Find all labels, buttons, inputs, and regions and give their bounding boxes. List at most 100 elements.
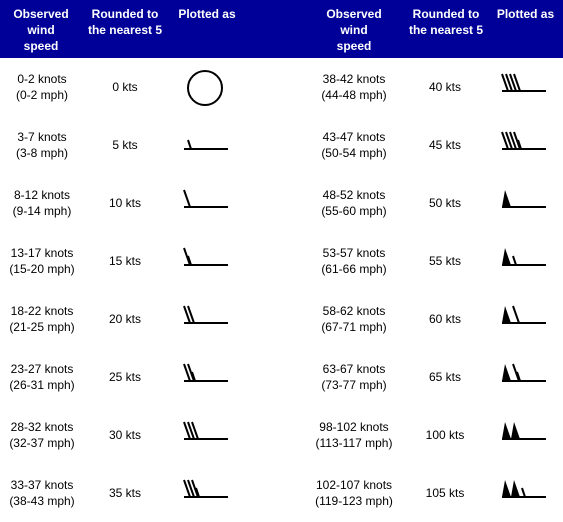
barb-full: [509, 131, 517, 150]
table-row: 3-7 knots (3-8 mph) 5 kts: [0, 116, 563, 174]
barb-full: [187, 479, 195, 498]
barb-pennant: [502, 422, 511, 439]
barb-pennant: [502, 306, 511, 323]
barb-full: [187, 363, 195, 382]
observed-speed-cell: 0-2 knots (0-2 mph): [15, 72, 68, 102]
observed-speed-cell: 43-47 knots (50-54 mph): [321, 130, 387, 160]
barb-full: [501, 73, 509, 92]
wind-barb-symbol: [184, 139, 228, 150]
header-observed-right: Observed wind speed: [326, 7, 382, 53]
observed-speed-cell: 3-7 knots (3-8 mph): [15, 130, 68, 160]
observed-speed-cell: 8-12 knots (9-14 mph): [12, 188, 72, 218]
header-observed-left: Observed wind speed: [13, 7, 69, 53]
wind-barb-symbol: [183, 479, 228, 498]
header-rounded-right: Rounded to the nearest 5: [408, 7, 484, 37]
wind-barb-symbol: [183, 247, 228, 266]
table-row: 98-102 knots (113-117 mph) 100 kts: [0, 406, 563, 464]
rounded-speed-cell: 40 kts: [428, 80, 461, 94]
observed-speed-cell: 28-32 knots (32-37 mph): [9, 420, 75, 450]
rounded-speed-cell: 50 kts: [428, 196, 461, 210]
table-row: 23-27 knots (26-31 mph) 25 kts: [0, 348, 563, 406]
table-row: 18-22 knots (21-25 mph) 20 kts: [0, 290, 563, 348]
rounded-speed-cell: 55 kts: [428, 254, 461, 268]
wind-barb-symbol: [502, 363, 546, 382]
observed-speed-cell: 13-17 knots (15-20 mph): [9, 246, 75, 276]
barb-full: [505, 73, 513, 92]
header-plotted-right: Plotted as: [496, 7, 555, 21]
observed-speed-cell: 53-57 knots (61-66 mph): [321, 246, 387, 276]
wind-barb-symbol: [502, 190, 546, 208]
barb-full: [183, 305, 191, 324]
table-row: 8-12 knots (9-14 mph) 10 kts: [0, 174, 563, 232]
wind-barb-symbol: [501, 131, 546, 150]
barb-pennant: [502, 480, 511, 497]
barb-pennant: [511, 480, 520, 497]
table-row: 38-42 knots (44-48 mph) 40 kts: [0, 58, 563, 116]
table-row: 102-107 knots (119-123 mph) 105 kts: [0, 464, 563, 522]
barb-pennant: [502, 364, 511, 381]
barb-full: [183, 247, 191, 266]
barb-full: [183, 189, 191, 208]
barb-full: [513, 73, 521, 92]
observed-speed-cell: 98-102 knots (113-117 mph): [315, 420, 393, 450]
header-plotted-left: Plotted as: [178, 7, 236, 21]
barb-half: [517, 139, 522, 150]
barb-full: [512, 363, 520, 382]
wind-barb-symbol: [183, 189, 228, 208]
table-row: 48-52 knots (55-60 mph) 50 kts: [0, 174, 563, 232]
table-row: 43-47 knots (50-54 mph) 45 kts: [0, 116, 563, 174]
table-row: 0-2 knots (0-2 mph) 0 kts: [0, 58, 563, 116]
wind-barb-symbol: [502, 422, 546, 440]
rounded-speed-cell: 105 kts: [425, 486, 465, 500]
barb-full: [513, 131, 521, 150]
wind-barb-symbol: [502, 480, 546, 498]
rounded-speed-cell: 100 kts: [425, 428, 465, 442]
barb-pennant: [502, 248, 511, 265]
rounded-speed-cell: 5 kts: [112, 138, 138, 152]
wind-barb-symbol: [183, 305, 228, 324]
table-header: Observed wind speed Rounded to the neare…: [0, 0, 563, 58]
barb-half: [187, 139, 192, 150]
rounded-speed-cell: 65 kts: [428, 370, 461, 384]
rounded-speed-cell: 20 kts: [108, 312, 141, 326]
table-row: 63-67 knots (73-77 mph) 65 kts: [0, 348, 563, 406]
observed-speed-cell: 102-107 knots (119-123 mph): [315, 478, 393, 508]
barb-half: [512, 255, 517, 266]
barb-pennant: [502, 190, 511, 207]
observed-speed-cell: 23-27 knots (26-31 mph): [9, 362, 75, 392]
header-rounded-left: Rounded to the nearest 5: [87, 7, 163, 37]
barb-full: [187, 305, 195, 324]
barb-full: [187, 421, 195, 440]
wind-barb-symbol: [502, 248, 546, 266]
rounded-speed-cell: 60 kts: [428, 312, 461, 326]
table-row: 28-32 knots (32-37 mph) 30 kts: [0, 406, 563, 464]
observed-speed-cell: 33-37 knots (38-43 mph): [9, 478, 75, 508]
wind-barb-symbol: [502, 305, 546, 324]
observed-speed-cell: 18-22 knots (21-25 mph): [9, 304, 75, 334]
barb-full: [183, 479, 191, 498]
barb-pennant: [511, 422, 520, 439]
barb-full: [183, 363, 191, 382]
table-row: 13-17 knots (15-20 mph) 15 kts: [0, 232, 563, 290]
rounded-speed-cell: 35 kts: [108, 486, 141, 500]
barb-full: [512, 305, 520, 324]
barb-half: [516, 371, 521, 382]
rounded-speed-cell: 25 kts: [108, 370, 141, 384]
barb-half: [187, 255, 192, 266]
table-row: 58-62 knots (67-71 mph) 60 kts: [0, 290, 563, 348]
barb-full: [183, 421, 191, 440]
barb-full: [505, 131, 513, 150]
wind-barb-symbol: [187, 70, 223, 106]
barb-full: [191, 479, 199, 498]
rounded-speed-cell: 45 kts: [428, 138, 461, 152]
table-row: 53-57 knots (61-66 mph) 55 kts: [0, 232, 563, 290]
observed-speed-cell: 63-67 knots (73-77 mph): [321, 362, 387, 392]
calm-circle-mark: [187, 70, 223, 106]
barb-half: [521, 487, 526, 498]
table-row: 33-37 knots (38-43 mph) 35 kts: [0, 464, 563, 522]
barb-half: [191, 371, 196, 382]
wind-barb-symbol: [183, 421, 228, 440]
observed-speed-cell: 58-62 knots (67-71 mph): [321, 304, 387, 334]
barb-full: [501, 131, 509, 150]
rounded-speed-cell: 30 kts: [108, 428, 141, 442]
